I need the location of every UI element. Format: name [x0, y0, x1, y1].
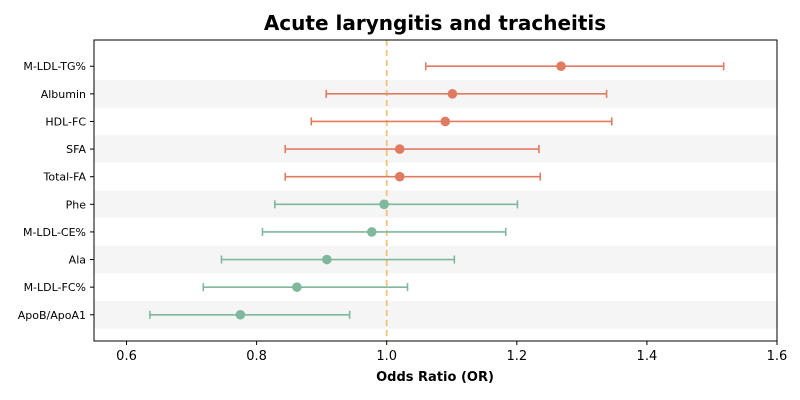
or-point	[394, 171, 405, 182]
x-tick-label: 1.6	[767, 349, 788, 364]
x-axis-label: Odds Ratio (OR)	[376, 370, 494, 385]
y-tick-label: HDL-FC	[45, 115, 86, 128]
forest-row	[202, 282, 409, 292]
or-point	[322, 254, 332, 265]
y-tick-label: Ala	[69, 254, 86, 267]
forest-row	[274, 199, 519, 210]
y-tick-label: Total-FA	[42, 171, 86, 184]
x-tick-label: 1.0	[376, 349, 397, 364]
forest-row	[284, 171, 542, 182]
y-axis: M-LDL-TG% Albumin HDL-FC SFA Total-FA Phe M-LD…	[18, 60, 94, 322]
or-point	[394, 144, 405, 154]
forest-row	[284, 144, 540, 154]
y-tick-label: SFA	[66, 143, 86, 156]
x-tick-label: 1.4	[637, 349, 658, 364]
y-tick-label: Phe	[66, 198, 87, 211]
forest-row	[310, 116, 613, 127]
x-tick-label: 1.2	[506, 349, 527, 364]
or-point	[440, 116, 451, 127]
forest-row	[424, 61, 725, 72]
or-point	[379, 199, 389, 210]
y-tick-label: Albumin	[41, 88, 86, 101]
or-point	[366, 227, 377, 237]
forest-row	[325, 89, 608, 99]
y-tick-label: M-LDL-FC%	[24, 281, 86, 294]
data-rows	[149, 61, 725, 320]
y-tick-label: ApoB/ApoA1	[18, 309, 86, 322]
or-point	[235, 309, 246, 320]
forest-row	[220, 254, 456, 265]
y-tick-label: M-LDL-CE%	[23, 226, 86, 239]
x-axis: 0.6 0.8 1.0 1.2 1.4 1.6	[116, 341, 787, 364]
plot-frame	[93, 39, 778, 342]
forest-row	[261, 227, 507, 237]
chart-title: Acute laryngitis and tracheitis	[264, 11, 606, 35]
x-tick-label: 0.6	[116, 349, 137, 364]
forest-row	[149, 309, 351, 320]
or-point	[447, 89, 458, 99]
or-point	[556, 61, 566, 72]
or-point	[292, 282, 302, 292]
y-tick-label: M-LDL-TG%	[23, 60, 86, 73]
x-tick-label: 0.8	[246, 349, 267, 364]
